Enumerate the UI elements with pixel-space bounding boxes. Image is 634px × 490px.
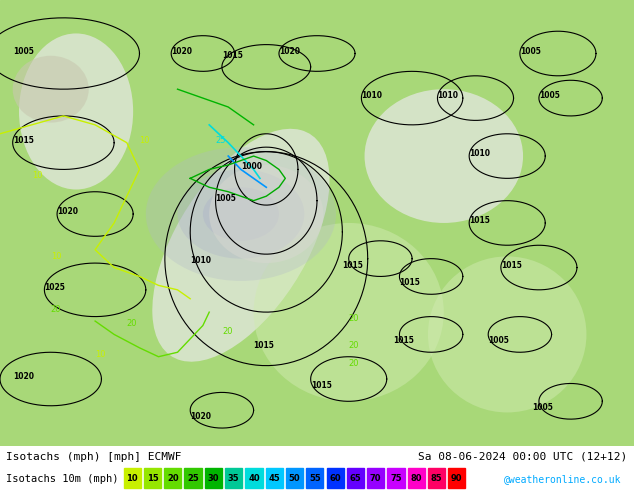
Text: 1020: 1020	[57, 207, 78, 216]
Text: 25: 25	[187, 474, 199, 483]
Bar	[124, 468, 141, 488]
Text: 1015: 1015	[222, 51, 243, 60]
Ellipse shape	[365, 89, 523, 223]
Text: 1005: 1005	[533, 403, 553, 412]
Text: 1015: 1015	[469, 216, 490, 225]
Text: 10: 10	[51, 252, 61, 261]
Text: 90: 90	[451, 474, 463, 483]
Bar	[164, 468, 181, 488]
Text: 1015: 1015	[311, 381, 332, 390]
Text: 10: 10	[139, 136, 150, 145]
Ellipse shape	[19, 33, 133, 190]
Text: 1005: 1005	[216, 194, 236, 203]
Text: 1010: 1010	[469, 149, 490, 158]
Text: 75: 75	[390, 474, 402, 483]
Ellipse shape	[209, 165, 323, 263]
Bar	[347, 468, 364, 488]
Text: 1015: 1015	[342, 261, 363, 270]
Text: 20: 20	[127, 318, 138, 327]
Text: 20: 20	[349, 359, 359, 368]
Text: 1010: 1010	[361, 91, 382, 100]
Text: 1005: 1005	[488, 336, 509, 345]
Bar	[428, 468, 445, 488]
Text: 1015: 1015	[254, 341, 275, 350]
Text: 30: 30	[207, 474, 219, 483]
Bar	[184, 468, 202, 488]
Text: 60: 60	[329, 474, 341, 483]
Text: 1020: 1020	[171, 47, 192, 55]
Text: 1000: 1000	[241, 163, 262, 172]
Ellipse shape	[146, 147, 336, 281]
Text: 20: 20	[167, 474, 179, 483]
Ellipse shape	[13, 56, 89, 122]
Bar	[205, 468, 222, 488]
Text: 1020: 1020	[190, 412, 211, 421]
Text: 45: 45	[268, 474, 280, 483]
Text: 1005: 1005	[539, 91, 560, 100]
Text: 1005: 1005	[520, 47, 541, 55]
Text: Sa 08-06-2024 00:00 UTC (12+12): Sa 08-06-2024 00:00 UTC (12+12)	[418, 452, 628, 462]
Bar	[286, 468, 303, 488]
Text: 1015: 1015	[13, 136, 34, 145]
Text: 1025: 1025	[44, 283, 65, 292]
Bar	[245, 468, 262, 488]
Text: 1010: 1010	[437, 91, 458, 100]
Text: 1020: 1020	[13, 372, 34, 381]
Text: 80: 80	[410, 474, 422, 483]
Text: 55: 55	[309, 474, 321, 483]
Text: 15: 15	[146, 474, 158, 483]
Text: 1005: 1005	[13, 47, 34, 55]
Text: 10: 10	[126, 474, 138, 483]
Text: 85: 85	[430, 474, 443, 483]
Bar	[408, 468, 425, 488]
Text: 25: 25	[216, 136, 226, 145]
Text: 1015: 1015	[393, 336, 414, 345]
Text: Isotachs 10m (mph): Isotachs 10m (mph)	[6, 474, 131, 484]
Bar	[266, 468, 283, 488]
Bar	[448, 468, 465, 488]
Ellipse shape	[203, 187, 279, 241]
Text: 65: 65	[349, 474, 361, 483]
Ellipse shape	[254, 223, 444, 401]
Text: 40: 40	[248, 474, 260, 483]
Text: 1020: 1020	[279, 47, 300, 55]
Ellipse shape	[178, 170, 304, 259]
Text: 1010: 1010	[190, 256, 211, 265]
Text: 1015: 1015	[501, 261, 522, 270]
Bar	[387, 468, 404, 488]
Bar	[306, 468, 323, 488]
Text: 20: 20	[349, 314, 359, 323]
Text: 10: 10	[95, 350, 106, 359]
Text: 20: 20	[51, 305, 61, 314]
Bar	[225, 468, 242, 488]
Ellipse shape	[152, 129, 330, 362]
Text: 20: 20	[349, 341, 359, 350]
Ellipse shape	[428, 256, 586, 413]
Text: 35: 35	[228, 474, 240, 483]
Text: @weatheronline.co.uk: @weatheronline.co.uk	[504, 474, 621, 484]
Text: 1015: 1015	[399, 278, 420, 287]
Text: 10: 10	[32, 172, 42, 180]
Text: 50: 50	[288, 474, 301, 483]
Bar	[144, 468, 161, 488]
Bar	[367, 468, 384, 488]
Bar	[327, 468, 344, 488]
Text: Isotachs (mph) [mph] ECMWF: Isotachs (mph) [mph] ECMWF	[6, 452, 182, 462]
Text: 70: 70	[370, 474, 382, 483]
Text: 20: 20	[222, 327, 233, 337]
